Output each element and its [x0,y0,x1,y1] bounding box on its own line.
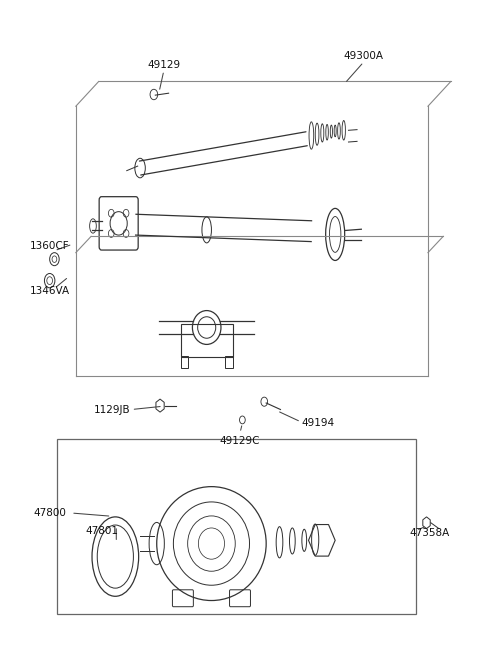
Text: 1346VA: 1346VA [30,286,70,296]
Bar [225,356,233,368]
Text: 47800: 47800 [33,508,66,518]
Bar [57,440,416,614]
Text: 1129JB: 1129JB [94,405,131,415]
Text: 49129: 49129 [147,60,180,71]
Text: 1360CF: 1360CF [30,240,69,251]
Text: 47358A: 47358A [409,527,449,538]
Bar [180,324,233,358]
Text: 47801: 47801 [85,525,119,536]
Bar [180,356,188,368]
Text: 49129C: 49129C [220,436,260,446]
Text: 49300A: 49300A [344,50,384,61]
Text: 49194: 49194 [302,418,335,428]
